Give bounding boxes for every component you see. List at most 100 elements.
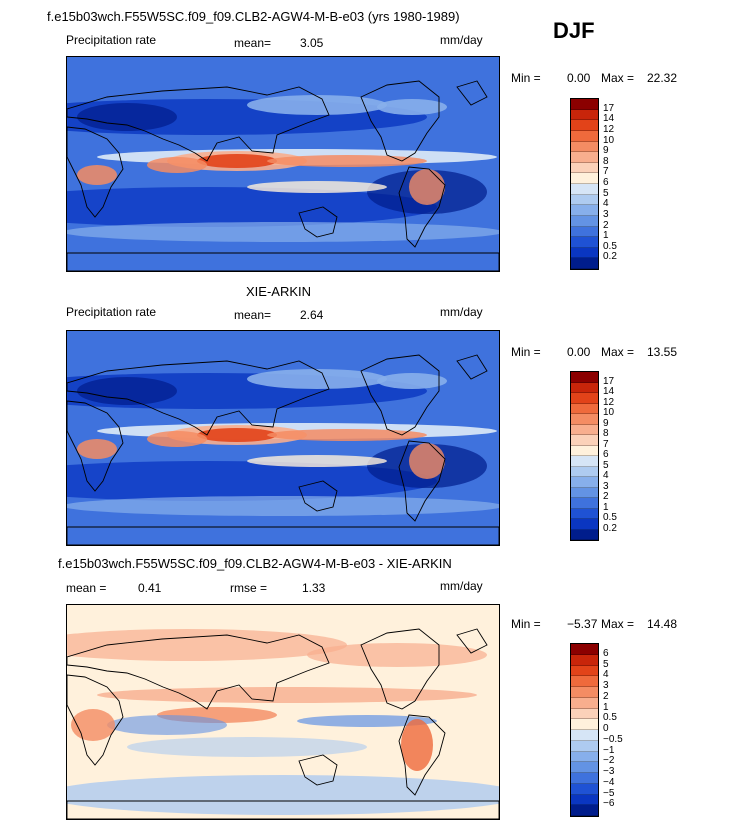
panel-2-colorbar <box>570 371 599 541</box>
colorbar-swatch <box>571 498 598 509</box>
colorbar-swatch <box>571 730 598 741</box>
panel-3-min-value: −5.37 <box>567 617 598 631</box>
panel-1-mean-value: 3.05 <box>300 36 324 50</box>
colorbar-swatch <box>571 382 598 393</box>
colorbar-swatch <box>571 783 598 795</box>
colorbar-label: 0.5 <box>603 240 617 252</box>
colorbar-label: 7 <box>603 438 609 450</box>
panel-3-max-value: 14.48 <box>647 617 678 631</box>
panel-1-map <box>66 56 500 272</box>
colorbar-label: −5 <box>603 787 615 799</box>
panel-1-min-label: Min = <box>511 71 541 85</box>
colorbar-swatch <box>571 173 598 184</box>
colorbar-label: 0.2 <box>603 522 617 534</box>
colorbar-label: 12 <box>603 123 615 135</box>
colorbar-label: 9 <box>603 145 609 157</box>
panel-2-map <box>66 330 500 546</box>
colorbar-label: 7 <box>603 166 609 178</box>
colorbar-swatch <box>571 109 598 121</box>
colorbar-swatch <box>571 708 598 720</box>
colorbar-swatch <box>571 676 598 687</box>
colorbar-label: 14 <box>603 113 615 125</box>
colorbar-label: 1 <box>603 501 609 513</box>
colorbar-swatch <box>571 654 598 666</box>
colorbar-label: −1 <box>603 744 615 756</box>
colorbar-swatch <box>571 665 598 677</box>
panel-3-rmse-value: 1.33 <box>302 581 326 595</box>
panel-1-mean-label: mean= <box>234 36 272 50</box>
colorbar-swatch <box>571 773 598 784</box>
colorbar-label: 5 <box>603 658 609 670</box>
colorbar-swatch <box>571 393 598 404</box>
panel-1-title: f.e15b03wch.F55W5SC.f09_f09.CLB2-AGW4-M-… <box>47 9 460 24</box>
colorbar-label: 0.5 <box>603 712 617 724</box>
panel-2-min-label: Min = <box>511 345 541 359</box>
panel-1-max-value: 22.32 <box>647 71 678 85</box>
panel-1-min-value: 0.00 <box>567 71 591 85</box>
colorbar-swatch <box>571 644 598 655</box>
panel-3-max-label: Max = <box>601 617 635 631</box>
colorbar-swatch <box>571 247 598 259</box>
colorbar-swatch <box>571 762 598 773</box>
colorbar-label: −0.5 <box>603 733 623 745</box>
colorbar-swatch <box>571 805 598 816</box>
colorbar-swatch <box>571 529 598 540</box>
panel-2-title: XIE-ARKIN <box>246 284 312 299</box>
colorbar-label: 3 <box>603 208 609 220</box>
colorbar-label: 9 <box>603 417 609 429</box>
panel-2-variable: Precipitation rate <box>66 305 157 319</box>
colorbar-label: 17 <box>603 375 615 387</box>
colorbar-swatch <box>571 424 598 435</box>
colorbar-swatch <box>571 445 598 456</box>
panel-2-max-label: Max = <box>601 345 635 359</box>
panel-3-mean-label: mean = <box>66 581 107 595</box>
panel-3-map <box>66 604 500 820</box>
colorbar-swatch <box>571 99 598 110</box>
panel-2-min-value: 0.00 <box>567 345 591 359</box>
colorbar-swatch <box>571 130 598 142</box>
colorbar-swatch <box>571 477 598 488</box>
colorbar-label: 2 <box>603 219 609 231</box>
panel-2-units: mm/day <box>440 305 483 319</box>
colorbar-label: 6 <box>603 177 609 188</box>
colorbar-label: −2 <box>603 755 615 767</box>
colorbar-label: 8 <box>603 428 609 439</box>
colorbar-label: 10 <box>603 407 615 418</box>
colorbar-swatch <box>571 456 598 467</box>
colorbar-swatch <box>571 152 598 163</box>
colorbar-label: 0 <box>603 723 609 734</box>
colorbar-swatch <box>571 237 598 248</box>
colorbar-swatch <box>571 258 598 269</box>
panel-1-colorbar <box>570 98 599 270</box>
colorbar-swatch <box>571 184 598 195</box>
colorbar-swatch <box>571 519 598 530</box>
panel-3-min-label: Min = <box>511 617 541 631</box>
panel-2-mean-value: 2.64 <box>300 308 324 322</box>
colorbar-swatch <box>571 466 598 477</box>
panel-1-max-label: Max = <box>601 71 635 85</box>
colorbar-label: 1 <box>603 230 609 242</box>
colorbar-swatch <box>571 194 598 206</box>
panel-3-title: f.e15b03wch.F55W5SC.f09_f09.CLB2-AGW4-M-… <box>58 556 452 571</box>
colorbar-label: −6 <box>603 798 615 810</box>
colorbar-swatch <box>571 403 598 414</box>
colorbar-label: 14 <box>603 386 615 397</box>
colorbar-swatch <box>571 740 598 752</box>
colorbar-label: 3 <box>603 680 609 691</box>
panel-2-mean-label: mean= <box>234 308 272 322</box>
colorbar-swatch <box>571 372 598 383</box>
colorbar-label: 4 <box>603 198 609 210</box>
colorbar-swatch <box>571 120 598 131</box>
colorbar-swatch <box>571 687 598 698</box>
colorbar-label: −3 <box>603 766 615 777</box>
panel-3-mean-value: 0.41 <box>138 581 162 595</box>
colorbar-label: 6 <box>603 647 609 659</box>
colorbar-swatch <box>571 414 598 425</box>
colorbar-swatch <box>571 794 598 806</box>
panel-2-max-value: 13.55 <box>647 345 678 359</box>
colorbar-label: 5 <box>603 187 609 199</box>
colorbar-label: 6 <box>603 449 609 460</box>
colorbar-label: 3 <box>603 480 609 492</box>
colorbar-swatch <box>571 697 598 709</box>
colorbar-swatch <box>571 751 598 763</box>
